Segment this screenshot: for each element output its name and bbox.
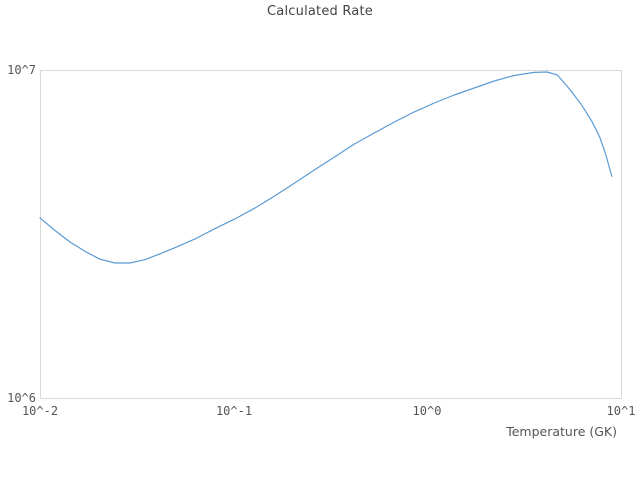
y-tick-label: 10^7 <box>7 63 36 77</box>
x-tick-label: 10^-2 <box>21 404 59 418</box>
x-axis-label: Temperature (GK) <box>506 424 617 439</box>
plot-area <box>40 70 622 399</box>
x-tick-label: 10^-1 <box>215 404 253 418</box>
x-tick-label: 10^0 <box>412 404 442 418</box>
x-tick-label: 10^1 <box>606 404 636 418</box>
y-tick-label: 10^6 <box>7 391 36 405</box>
chart-title: Calculated Rate <box>267 4 373 19</box>
